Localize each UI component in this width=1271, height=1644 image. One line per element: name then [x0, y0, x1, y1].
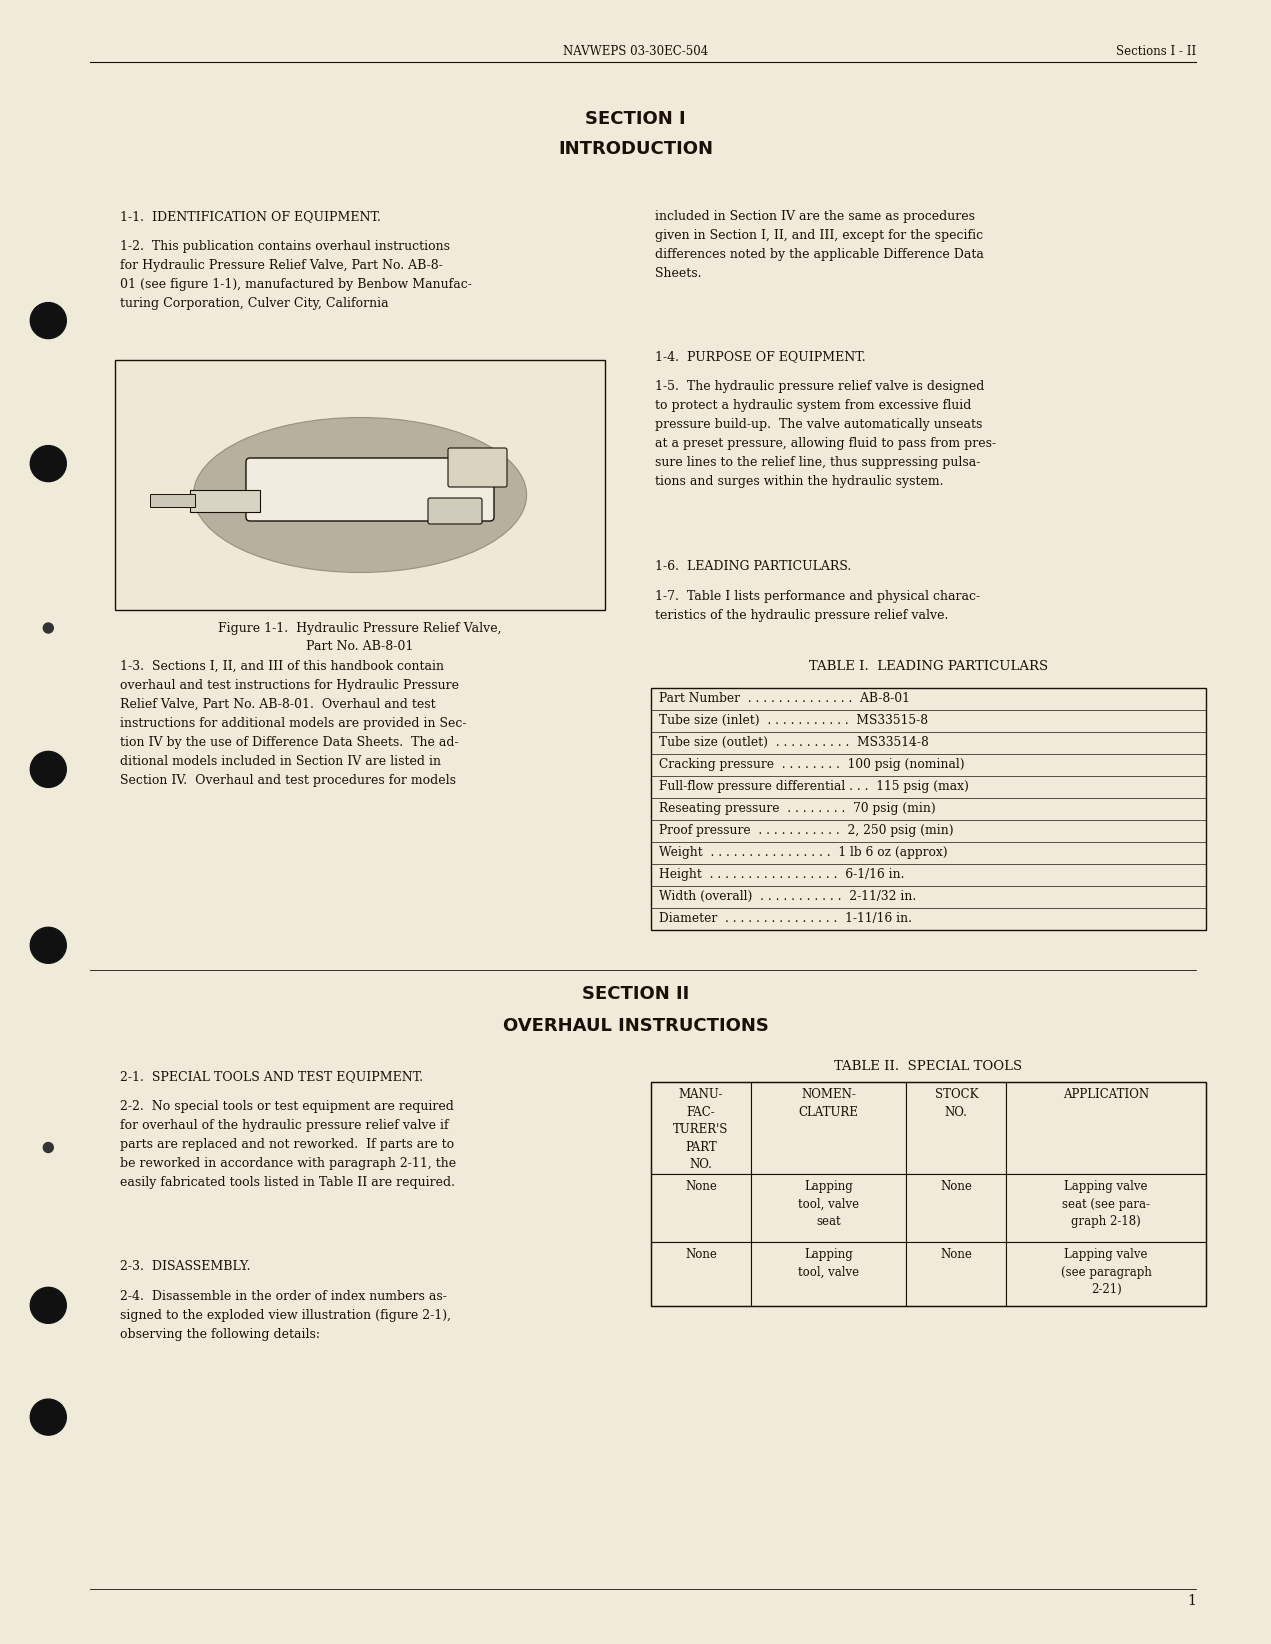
Text: 1-2.  This publication contains overhaul instructions
for Hydraulic Pressure Rel: 1-2. This publication contains overhaul …: [119, 240, 472, 311]
Text: 2-2.  No special tools or test equipment are required
for overhaul of the hydrau: 2-2. No special tools or test equipment …: [119, 1100, 456, 1189]
FancyBboxPatch shape: [247, 459, 494, 521]
Bar: [906, 1241, 1007, 1305]
Text: MANU-
FAC-
TURER'S
PART
NO.: MANU- FAC- TURER'S PART NO.: [674, 1088, 728, 1171]
Bar: [651, 1241, 751, 1305]
Text: Weight  . . . . . . . . . . . . . . . .  1 lb 6 oz (approx): Weight . . . . . . . . . . . . . . . . 1…: [658, 847, 948, 860]
Bar: [1007, 1082, 1206, 1174]
FancyBboxPatch shape: [447, 449, 507, 487]
Ellipse shape: [193, 418, 526, 572]
Circle shape: [31, 302, 66, 339]
Text: Lapping
tool, valve
seat: Lapping tool, valve seat: [798, 1180, 859, 1228]
Text: NAVWEPS 03-30EC-504: NAVWEPS 03-30EC-504: [563, 44, 708, 58]
Bar: [751, 1082, 906, 1174]
Bar: [651, 1174, 751, 1241]
Text: None: None: [941, 1180, 972, 1194]
Text: None: None: [685, 1248, 717, 1261]
Bar: [651, 687, 1206, 931]
Text: 1-5.  The hydraulic pressure relief valve is designed
to protect a hydraulic sys: 1-5. The hydraulic pressure relief valve…: [655, 380, 996, 488]
Bar: [751, 1174, 906, 1241]
Text: STOCK
NO.: STOCK NO.: [934, 1088, 977, 1118]
Text: TABLE I.  LEADING PARTICULARS: TABLE I. LEADING PARTICULARS: [808, 659, 1049, 672]
Text: Tube size (inlet)  . . . . . . . . . . .  MS33515-8: Tube size (inlet) . . . . . . . . . . . …: [658, 713, 928, 727]
Text: Part Number  . . . . . . . . . . . . . .  AB-8-01: Part Number . . . . . . . . . . . . . . …: [658, 692, 910, 705]
Text: INTRODUCTION: INTRODUCTION: [558, 140, 713, 158]
Bar: [150, 493, 194, 506]
Bar: [189, 490, 261, 511]
Bar: [1007, 1241, 1206, 1305]
Text: Full-flow pressure differential . . .  115 psig (max): Full-flow pressure differential . . . 11…: [658, 779, 969, 792]
Text: Proof pressure  . . . . . . . . . . .  2, 250 psig (min): Proof pressure . . . . . . . . . . . 2, …: [658, 824, 953, 837]
Text: SECTION II: SECTION II: [582, 985, 689, 1003]
Bar: [651, 1082, 1206, 1305]
Text: included in Section IV are the same as procedures
given in Section I, II, and II: included in Section IV are the same as p…: [655, 210, 984, 279]
Circle shape: [43, 623, 53, 633]
Circle shape: [31, 446, 66, 482]
Text: NOMEN-
CLATURE: NOMEN- CLATURE: [798, 1088, 858, 1118]
Circle shape: [43, 1143, 53, 1152]
Bar: [1007, 1174, 1206, 1241]
Text: OVERHAUL INSTRUCTIONS: OVERHAUL INSTRUCTIONS: [502, 1018, 769, 1036]
Text: 1: 1: [1187, 1595, 1196, 1608]
Text: None: None: [685, 1180, 717, 1194]
Text: 1-1.  IDENTIFICATION OF EQUIPMENT.: 1-1. IDENTIFICATION OF EQUIPMENT.: [119, 210, 381, 224]
Text: R: R: [402, 495, 409, 505]
Circle shape: [31, 927, 66, 963]
Text: 2-3.  DISASSEMBLY.: 2-3. DISASSEMBLY.: [119, 1259, 250, 1272]
Circle shape: [31, 1399, 66, 1435]
Bar: [114, 360, 605, 610]
Text: TABLE II.  SPECIAL TOOLS: TABLE II. SPECIAL TOOLS: [835, 1060, 1023, 1074]
Text: Lapping valve
(see paragraph
2-21): Lapping valve (see paragraph 2-21): [1061, 1248, 1152, 1295]
Circle shape: [31, 1287, 66, 1323]
Text: Width (overall)  . . . . . . . . . . .  2-11/32 in.: Width (overall) . . . . . . . . . . . 2-…: [658, 889, 916, 903]
FancyBboxPatch shape: [428, 498, 482, 524]
Bar: [906, 1174, 1007, 1241]
Text: 2-4.  Disassemble in the order of index numbers as-
signed to the exploded view : 2-4. Disassemble in the order of index n…: [119, 1291, 451, 1342]
Text: Figure 1-1.  Hydraulic Pressure Relief Valve,: Figure 1-1. Hydraulic Pressure Relief Va…: [219, 621, 502, 635]
Bar: [751, 1241, 906, 1305]
Bar: [906, 1082, 1007, 1174]
Circle shape: [31, 751, 66, 787]
Text: SECTION I: SECTION I: [585, 110, 686, 128]
Text: Reseating pressure  . . . . . . . .  70 psig (min): Reseating pressure . . . . . . . . 70 ps…: [658, 802, 935, 815]
Bar: [651, 1082, 751, 1174]
Text: 1-4.  PURPOSE OF EQUIPMENT.: 1-4. PURPOSE OF EQUIPMENT.: [655, 350, 866, 363]
Text: 1-3.  Sections I, II, and III of this handbook contain
overhaul and test instruc: 1-3. Sections I, II, and III of this han…: [119, 659, 466, 787]
Text: P: P: [337, 495, 343, 505]
Text: Height  . . . . . . . . . . . . . . . . .  6-1/16 in.: Height . . . . . . . . . . . . . . . . .…: [658, 868, 905, 881]
Text: Part No. AB-8-01: Part No. AB-8-01: [306, 640, 413, 653]
Text: Tube size (outlet)  . . . . . . . . . .  MS33514-8: Tube size (outlet) . . . . . . . . . . M…: [658, 737, 929, 750]
Text: 1-6.  LEADING PARTICULARS.: 1-6. LEADING PARTICULARS.: [655, 561, 852, 574]
Text: Lapping valve
seat (see para-
graph 2-18): Lapping valve seat (see para- graph 2-18…: [1063, 1180, 1150, 1228]
Text: Diameter  . . . . . . . . . . . . . . .  1-11/16 in.: Diameter . . . . . . . . . . . . . . . 1…: [658, 912, 913, 926]
Text: Cracking pressure  . . . . . . . .  100 psig (nominal): Cracking pressure . . . . . . . . 100 ps…: [658, 758, 965, 771]
Text: Lapping
tool, valve: Lapping tool, valve: [798, 1248, 859, 1279]
Text: None: None: [941, 1248, 972, 1261]
Text: Sections I - II: Sections I - II: [1116, 44, 1196, 58]
Text: APPLICATION: APPLICATION: [1063, 1088, 1149, 1101]
Text: 2-1.  SPECIAL TOOLS AND TEST EQUIPMENT.: 2-1. SPECIAL TOOLS AND TEST EQUIPMENT.: [119, 1070, 423, 1083]
Text: 1-7.  Table I lists performance and physical charac-
teristics of the hydraulic : 1-7. Table I lists performance and physi…: [655, 590, 980, 621]
